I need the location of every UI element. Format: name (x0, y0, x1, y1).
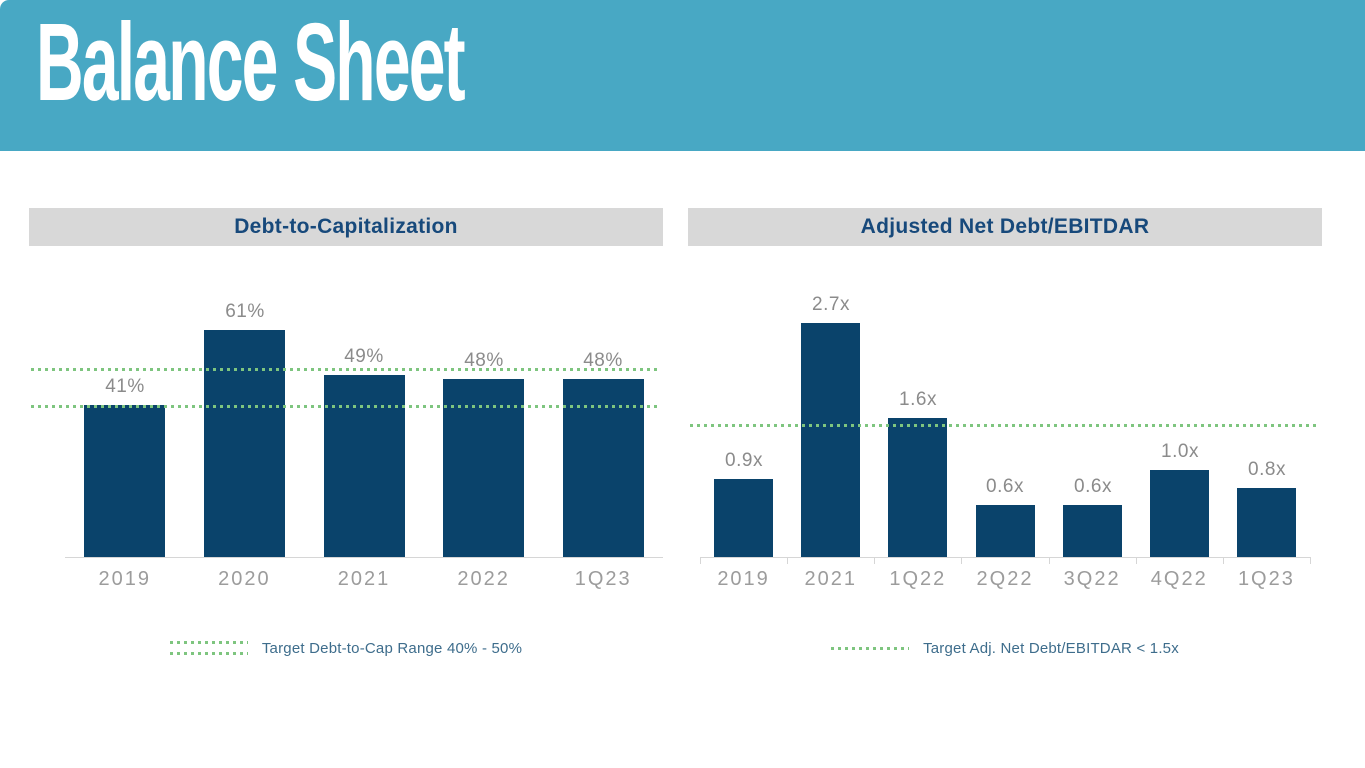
legend-dotted-line-swatch (169, 641, 248, 655)
chart-panel-debt-to-capitalization: Debt-to-Capitalization 41% 61% 49% 48% 48% 2… (29, 208, 663, 688)
axis-tick (1049, 557, 1050, 564)
x-axis-labels: 2019 2021 1Q22 2Q22 3Q22 4Q22 1Q23 (700, 568, 1310, 591)
x-axis-labels: 2019 2020 2021 2022 1Q23 (65, 568, 663, 591)
bar-value-label: 48% (464, 350, 504, 371)
bar (563, 379, 644, 557)
chart-title: Adjusted Net Debt/EBITDAR (688, 208, 1322, 246)
bar-value-label: 0.6x (1074, 476, 1112, 497)
legend-dotted-line-swatch (831, 646, 910, 650)
target-line (690, 424, 1320, 427)
bar-value-label: 48% (583, 350, 623, 371)
target-line (31, 405, 661, 408)
x-axis-label: 2Q22 (976, 568, 1034, 590)
bar-value-label: 41% (105, 376, 145, 397)
chart-title: Debt-to-Capitalization (29, 208, 663, 246)
bar-value-label: 0.9x (725, 450, 763, 471)
target-line (31, 368, 661, 371)
bar (801, 323, 860, 557)
legend-dotted-line (169, 652, 248, 655)
target-line-layer (31, 297, 661, 557)
plot-area: 41% 61% 49% 48% 48% (65, 297, 663, 557)
x-axis-label: 2021 (804, 568, 857, 590)
axis-tick (874, 557, 875, 564)
axis-tick (700, 557, 701, 564)
x-axis-label: 4Q22 (1150, 568, 1208, 590)
bar-value-label: 2.7x (812, 294, 850, 315)
bar (888, 418, 947, 557)
x-axis-label: 3Q22 (1063, 568, 1121, 590)
bar (1150, 470, 1209, 557)
axis-tick (961, 557, 962, 564)
chart-panel-adjusted-net-debt-ebitdar: Adjusted Net Debt/EBITDAR 0.9x 2.7x 1.6x 0.… (688, 208, 1322, 688)
x-axis-label: 2019 (717, 568, 770, 590)
page-title: Balance Sheet (36, 1, 466, 124)
x-axis-label: 2022 (457, 568, 510, 590)
axis-tick (1136, 557, 1137, 564)
x-axis-label: 1Q22 (889, 568, 947, 590)
legend-label: Target Debt-to-Cap Range 40% - 50% (261, 639, 523, 657)
bar-value-label: 61% (225, 301, 265, 322)
bar-value-label: 1.6x (899, 389, 937, 410)
legend-dotted-line (831, 646, 910, 650)
bar (204, 330, 285, 557)
target-line-layer (690, 297, 1320, 557)
legend-dotted-line (169, 641, 248, 644)
bar (84, 405, 165, 557)
bar-value-label: 0.6x (986, 476, 1024, 497)
bar (1237, 488, 1296, 557)
axis-line (700, 557, 1310, 558)
plot-area: 0.9x 2.7x 1.6x 0.6x 0.6x 1.0x 0.8x (700, 294, 1310, 557)
bar-value-label: 49% (344, 346, 384, 367)
axis-tick (1223, 557, 1224, 564)
bar (443, 379, 524, 557)
x-axis-label: 2021 (337, 568, 391, 590)
x-axis (700, 557, 1311, 566)
header-band: Balance Sheet (0, 0, 1365, 151)
axis-tick (1310, 557, 1311, 564)
legend-label: Target Adj. Net Debt/EBITDAR < 1.5x (923, 639, 1179, 657)
bar-value-label: 0.8x (1248, 459, 1286, 480)
bar (976, 505, 1035, 557)
bar-value-label: 1.0x (1161, 441, 1199, 462)
x-axis-label: 2020 (218, 568, 271, 590)
axis-tick (787, 557, 788, 564)
bar (1063, 505, 1122, 557)
legend: Target Adj. Net Debt/EBITDAR < 1.5x (688, 634, 1322, 662)
x-axis (65, 557, 663, 566)
legend: Target Debt-to-Cap Range 40% - 50% (29, 634, 663, 662)
axis-line (65, 557, 663, 558)
x-axis-label: 1Q23 (574, 568, 632, 590)
x-axis-label: 1Q23 (1237, 568, 1295, 590)
x-axis-label: 2019 (98, 568, 152, 590)
bar (714, 479, 773, 557)
